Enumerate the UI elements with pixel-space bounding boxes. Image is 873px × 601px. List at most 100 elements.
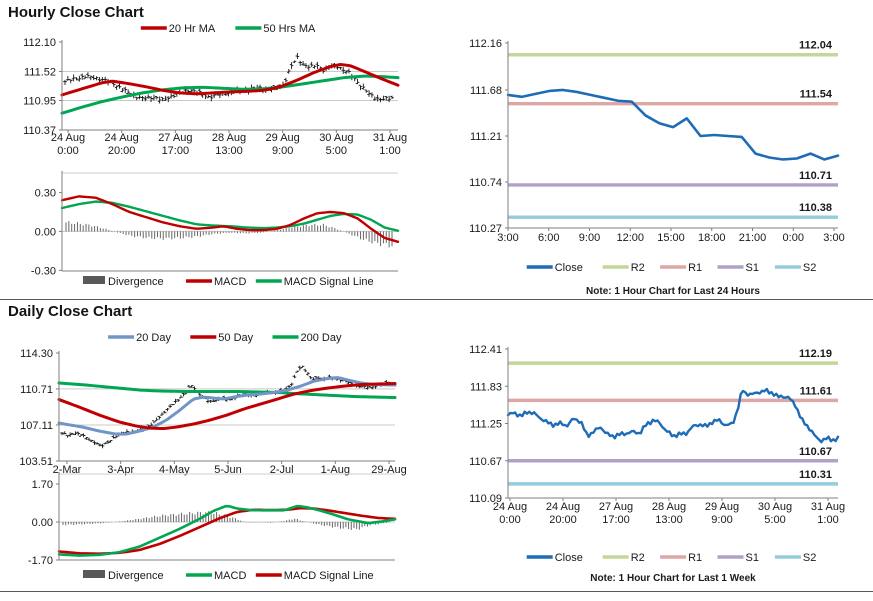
close-line xyxy=(506,387,840,444)
pivot-value-label-r1: 111.54 xyxy=(800,89,833,101)
x-tick-label-date: 31 Aug xyxy=(811,501,845,513)
x-tick-label: 3:00 xyxy=(497,232,518,244)
y-tick-label: 110.27 xyxy=(469,223,502,235)
y-tick-label: 110.67 xyxy=(469,456,502,468)
legend: Close R2 R1 S1 S2 xyxy=(526,552,816,564)
x-tick-label: 2-Mar xyxy=(53,464,82,476)
pivot-value-label-s2: 110.31 xyxy=(799,469,832,481)
legend-label: MACD Signal Line xyxy=(284,276,374,288)
divergence-series xyxy=(62,511,390,530)
pivot-value-label-s1: 110.71 xyxy=(799,170,832,182)
legend-label: S1 xyxy=(746,552,759,564)
macd-signal-line-line xyxy=(57,506,397,556)
x-tick-label-time: 0:00 xyxy=(499,514,520,526)
chart-note: Note: 1 Hour Chart for Last 1 Week xyxy=(590,573,756,584)
legend-label: 50 Day xyxy=(218,332,253,344)
macd-series xyxy=(57,504,397,557)
y-tick-label: 112.10 xyxy=(23,37,56,49)
daily-macd-chart: 1.70 0.00 -1.70 Divergence MACD MACD Signal L… xyxy=(28,472,397,582)
legend: Divergence MACD MACD Signal Line xyxy=(83,276,374,288)
y-tick-label: 110.37 xyxy=(23,125,56,137)
x-tick-label-time: 5:00 xyxy=(764,514,785,526)
x-tick-label-time: 5:00 xyxy=(326,145,347,157)
macd-signal-line-series xyxy=(57,506,397,556)
legend-label: S2 xyxy=(803,262,816,274)
y-tick-label: 110.09 xyxy=(469,493,502,505)
legend-swatch-divergence xyxy=(83,570,105,578)
x-tick-label: 21:00 xyxy=(739,232,767,244)
daily-price-chart: 114.30 110.71 107.11 103.512-Mar 3-Apr 4-May 5… xyxy=(19,332,406,476)
y-tick-label: 110.95 xyxy=(23,95,56,107)
page-bottom-divider xyxy=(0,591,873,592)
legend-label: Divergence xyxy=(108,276,164,288)
y-tick-label: 111.21 xyxy=(470,131,502,143)
legend: 20 Hr MA 50 Hrs MA xyxy=(140,23,316,35)
200-day-series xyxy=(57,381,397,400)
x-tick-label-date: 28 Aug xyxy=(212,132,246,144)
chart-note: Note: 1 Hour Chart for Last 24 Hours xyxy=(586,286,760,297)
x-tick-label: 18:00 xyxy=(698,232,726,244)
y-tick-label: 1.70 xyxy=(32,479,53,491)
x-tick-label-date: 28 Aug xyxy=(652,501,686,513)
x-tick-label-time: 1:00 xyxy=(817,514,838,526)
hourly-macd-chart: 0.30 0.00 -0.30 Divergence MACD MACD Signal L… xyxy=(31,171,400,288)
x-tick-label-date: 29 Aug xyxy=(705,501,739,513)
x-tick-label-time: 17:00 xyxy=(602,514,630,526)
20-day-series xyxy=(57,376,397,436)
x-tick-label-date: 30 Aug xyxy=(758,501,792,513)
x-tick-label-time: 17:00 xyxy=(162,145,190,157)
pivot-value-label-r2: 112.04 xyxy=(799,40,833,52)
x-tick-label-time: 9:00 xyxy=(711,514,732,526)
50-hrs-ma-series xyxy=(60,74,400,115)
x-tick-label-date: 30 Aug xyxy=(319,132,353,144)
y-tick-label: 110.71 xyxy=(20,384,53,396)
x-tick-label-time: 20:00 xyxy=(549,514,577,526)
x-tick-label: 0:00 xyxy=(783,232,804,244)
x-tick-label: 3:00 xyxy=(823,232,844,244)
close-line xyxy=(506,88,840,161)
close-series xyxy=(506,387,840,444)
x-tick-label: 1-Aug xyxy=(321,464,350,476)
legend-label: MACD xyxy=(214,570,246,582)
legend-swatch-divergence xyxy=(83,276,105,284)
legend-label: MACD xyxy=(214,276,246,288)
pivot-value-label-s2: 110.38 xyxy=(799,202,832,214)
200-day-line xyxy=(57,381,397,400)
y-tick-label: 111.83 xyxy=(470,381,502,393)
x-tick-label: 9:00 xyxy=(579,232,600,244)
legend-label: Divergence xyxy=(108,570,164,582)
y-tick-label: 107.11 xyxy=(20,420,53,432)
legend: Close R2 R1 S1 S2 xyxy=(526,262,816,274)
y-tick-label: -0.30 xyxy=(31,265,56,277)
y-tick-label: 112.16 xyxy=(469,38,502,50)
hourly-pivot-chart: 112.04 111.54 110.71 110.38 112.16 111.68 111.… xyxy=(469,38,845,297)
legend-label: 20 Hr MA xyxy=(169,23,216,35)
section-divider xyxy=(0,299,873,300)
20-hr-ma-series xyxy=(60,62,400,97)
close-series xyxy=(506,88,840,161)
x-tick-label-time: 9:00 xyxy=(272,145,293,157)
y-tick-label: 114.30 xyxy=(20,348,53,360)
20-hr-ma-line xyxy=(60,62,400,97)
x-tick-label-time: 1:00 xyxy=(379,145,400,157)
legend-label: R2 xyxy=(631,262,645,274)
legend: Divergence MACD MACD Signal Line xyxy=(83,570,374,582)
x-tick-label: 29-Aug xyxy=(371,464,406,476)
macd-series xyxy=(60,195,400,243)
x-tick-label: 4-May xyxy=(159,464,190,476)
legend-label: MACD Signal Line xyxy=(284,570,374,582)
50-day-series xyxy=(57,382,397,430)
pivot-value-label-r1: 111.61 xyxy=(800,385,832,397)
x-tick-label-date: 24 Aug xyxy=(546,501,580,513)
weekly-pivot-chart: 112.19 111.61 110.67 110.31 112.41 111.83 111.… xyxy=(469,344,845,584)
macd-line xyxy=(60,195,400,243)
y-tick-label: 103.51 xyxy=(19,456,53,468)
legend-label: 20 Day xyxy=(136,332,171,344)
x-tick-label: 2-Jul xyxy=(270,464,294,476)
legend-label: S1 xyxy=(746,262,759,274)
y-tick-label: 111.52 xyxy=(24,67,56,79)
x-tick-label: 3-Apr xyxy=(107,464,134,476)
macd-line xyxy=(57,504,397,557)
